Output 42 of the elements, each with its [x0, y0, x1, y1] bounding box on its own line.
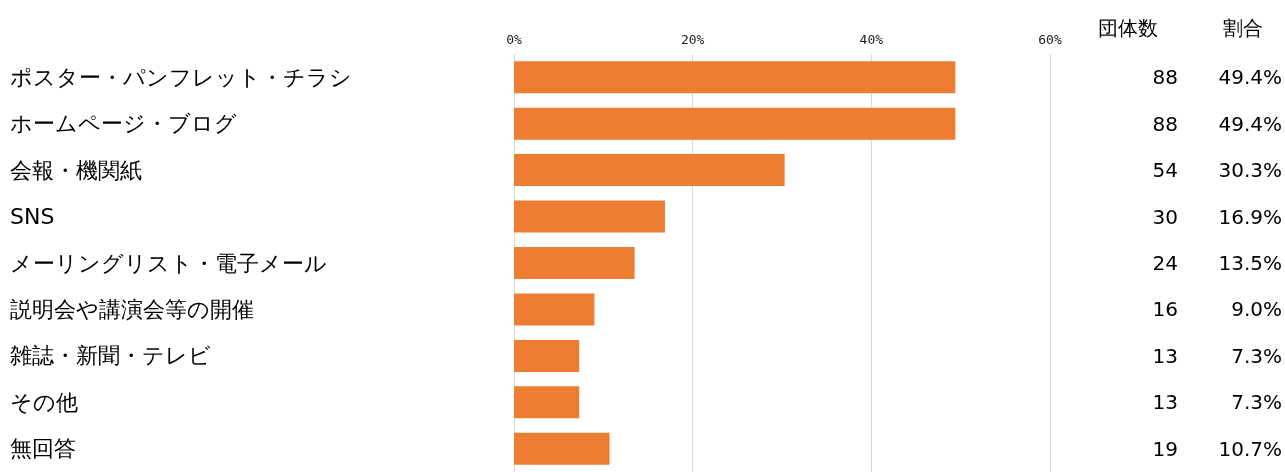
- text: 団体数: [1098, 16, 1158, 40]
- y-tick-label: 無回答: [10, 436, 76, 462]
- text: 13: [1152, 343, 1178, 368]
- data-label: 9.0%: [1231, 297, 1282, 322]
- bar: [514, 154, 785, 187]
- y-tick-label: 雑誌・新聞・テレビ: [10, 343, 211, 369]
- y-tick-label: ホームページ・ブログ: [10, 111, 237, 137]
- data-label: 7.3%: [1231, 343, 1282, 368]
- bar: [514, 339, 580, 372]
- y-tick-label: ポスター・パンフレット・チラシ: [10, 64, 352, 90]
- data-label: 16.9%: [1218, 204, 1282, 229]
- x-tick-label: 40%: [859, 32, 884, 47]
- bar: [514, 107, 956, 140]
- y-tick-label: その他: [10, 389, 78, 415]
- text: 88: [1152, 111, 1178, 136]
- text: 16: [1152, 297, 1178, 322]
- text: 24: [1152, 251, 1178, 275]
- y-tick-label: SNS: [10, 204, 55, 230]
- y-tick-label: メーリングリスト・電子メール: [10, 250, 327, 276]
- bar: [514, 386, 580, 419]
- x-tick-label: 20%: [680, 32, 705, 47]
- bar: [514, 200, 665, 233]
- data-label: 13.5%: [1218, 251, 1282, 275]
- y-tick-label: 説明会や講演会等の開催: [10, 296, 254, 322]
- bar: [514, 293, 595, 326]
- text: 割合: [1223, 16, 1263, 40]
- x-tick-label: 0%: [506, 32, 522, 47]
- bar: [514, 61, 956, 94]
- y-tick-label: 会報・機関紙: [10, 157, 142, 183]
- data-label: 49.4%: [1218, 65, 1282, 90]
- text: 30: [1152, 204, 1178, 229]
- data-label: 7.3%: [1231, 390, 1282, 415]
- text: 19: [1152, 436, 1178, 461]
- data-label: 10.7%: [1218, 436, 1282, 461]
- data-label: 30.3%: [1218, 158, 1282, 183]
- x-tick-label: 60%: [1038, 32, 1062, 47]
- data-label: 49.4%: [1218, 111, 1282, 136]
- bar: [514, 432, 610, 465]
- bar: [514, 247, 635, 279]
- text: 13: [1152, 390, 1178, 415]
- text: 54: [1152, 158, 1178, 183]
- text: 88: [1152, 65, 1178, 90]
